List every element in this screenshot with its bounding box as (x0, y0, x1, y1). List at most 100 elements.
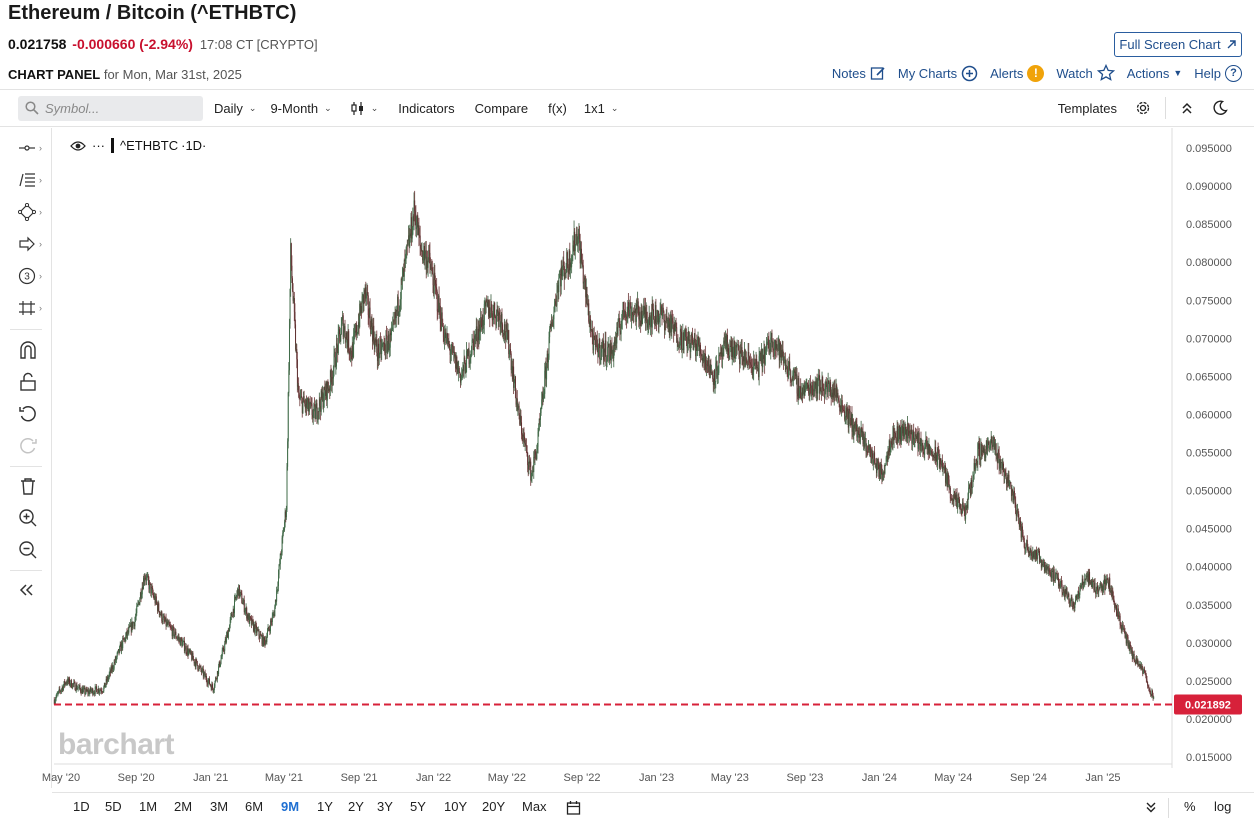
function-button[interactable]: f(x) (548, 101, 567, 116)
range-button-1m[interactable]: 1M (139, 799, 158, 814)
range-button-20y[interactable]: 20Y (482, 799, 506, 814)
my-charts-link[interactable]: My Charts (898, 65, 978, 82)
range-button-2m[interactable]: 2M (174, 799, 193, 814)
candle-body (98, 688, 100, 693)
redo-button[interactable] (18, 436, 46, 456)
range-button-9m[interactable]: 9M (281, 799, 300, 814)
full-screen-chart-button[interactable]: Full Screen Chart (1114, 32, 1242, 57)
collapse-button[interactable] (1180, 101, 1194, 115)
candle-body (281, 552, 282, 555)
actions-menu[interactable]: Actions ▼ (1127, 66, 1183, 81)
measure-tool[interactable]: › (18, 298, 46, 318)
symbol-placeholder: Symbol... (45, 100, 100, 116)
candle-body (1050, 572, 1051, 574)
candle-body (220, 663, 221, 667)
candle-body (513, 366, 515, 388)
candle-body (821, 376, 823, 393)
candle-body (827, 382, 829, 392)
log-toggle[interactable]: log (1214, 799, 1232, 814)
trend-line-tool[interactable]: › (18, 138, 46, 158)
period-select[interactable]: 9-Month ⌄ (270, 101, 331, 116)
zoom-in-button[interactable] (18, 508, 46, 528)
range-button-2y[interactable]: 2Y (348, 799, 364, 814)
range-button-max[interactable]: Max (522, 799, 547, 814)
candle-body (477, 340, 479, 342)
candle-body (72, 683, 74, 685)
shape-tool[interactable]: › (18, 202, 46, 222)
fib-tool[interactable]: › (18, 170, 46, 190)
candle-body (1065, 587, 1067, 594)
help-link[interactable]: Help ? (1194, 64, 1242, 82)
range-button-3y[interactable]: 3Y (377, 799, 393, 814)
candle-body (282, 529, 284, 534)
candle-body (697, 344, 698, 351)
count-tool[interactable]: 3 › (18, 266, 46, 286)
undo-button[interactable] (18, 404, 46, 424)
magnet-tool[interactable] (18, 340, 46, 360)
candle-body (494, 302, 496, 317)
indicators-button[interactable]: Indicators (398, 101, 454, 116)
candle-body (113, 668, 115, 670)
percent-toggle[interactable]: % (1184, 799, 1196, 814)
templates-button[interactable]: Templates (1058, 101, 1117, 116)
candle-body (545, 366, 547, 380)
candle-body (188, 651, 190, 656)
candle-body (311, 403, 312, 405)
alerts-link[interactable]: Alerts ! (990, 64, 1045, 82)
range-button-5y[interactable]: 5Y (410, 799, 426, 814)
lock-tool[interactable] (18, 372, 46, 392)
plus-circle-icon (961, 65, 978, 81)
interval-select[interactable]: Daily ⌄ (214, 101, 256, 116)
candle-body (592, 337, 594, 351)
candle-body (752, 371, 754, 376)
candle-body (985, 441, 987, 454)
candle-body (373, 325, 375, 341)
notes-link[interactable]: Notes (832, 65, 886, 81)
theme-toggle[interactable] (1212, 100, 1228, 116)
series-color-swatch (111, 138, 114, 153)
range-button-10y[interactable]: 10Y (444, 799, 468, 814)
candle-body (930, 450, 932, 452)
candle-body (590, 329, 592, 331)
range-button-1d[interactable]: 1D (73, 799, 90, 814)
candle-body (795, 371, 797, 377)
range-button-5d[interactable]: 5D (105, 799, 122, 814)
zoom-out-button[interactable] (18, 540, 46, 560)
candle-body (144, 577, 146, 579)
candle-body (765, 349, 767, 351)
candle-body (311, 404, 313, 416)
delete-drawings-button[interactable] (18, 476, 46, 496)
price-chart[interactable]: 0.0950000.0900000.0850000.0800000.075000… (0, 128, 1254, 792)
range-button-1y[interactable]: 1Y (317, 799, 333, 814)
candle-body (965, 505, 967, 520)
symbol-search-input[interactable]: Symbol... (18, 95, 203, 121)
candle-body (1101, 585, 1103, 592)
candle-body (654, 305, 656, 326)
double-chevron-down-icon[interactable] (1145, 801, 1157, 813)
calendar-icon[interactable] (566, 800, 581, 815)
candle-body (792, 372, 794, 380)
layout-select[interactable]: 1x1 ⌄ (584, 101, 619, 116)
candle-body (974, 463, 976, 470)
candle-body (559, 274, 561, 276)
more-dots-icon[interactable]: ··· (92, 138, 105, 153)
collapse-tools-button[interactable] (18, 580, 46, 600)
candle-body (1038, 550, 1040, 552)
candle-body (174, 634, 176, 637)
candle-body (84, 687, 86, 694)
candle-body (317, 418, 319, 420)
arrow-tool[interactable]: › (18, 234, 46, 254)
eye-icon[interactable] (70, 140, 86, 152)
candle-body (877, 458, 879, 465)
range-button-6m[interactable]: 6M (245, 799, 264, 814)
compare-button[interactable]: Compare (475, 101, 528, 116)
chart-type-select[interactable]: ⌄ (350, 101, 378, 116)
candle-body (841, 400, 843, 409)
candle-body (260, 635, 262, 637)
candle-body (839, 405, 841, 412)
watch-link[interactable]: Watch (1056, 64, 1115, 82)
candle-body (1042, 564, 1044, 565)
range-button-3m[interactable]: 3M (210, 799, 229, 814)
settings-button[interactable] (1135, 100, 1151, 116)
candle-body (134, 620, 136, 627)
